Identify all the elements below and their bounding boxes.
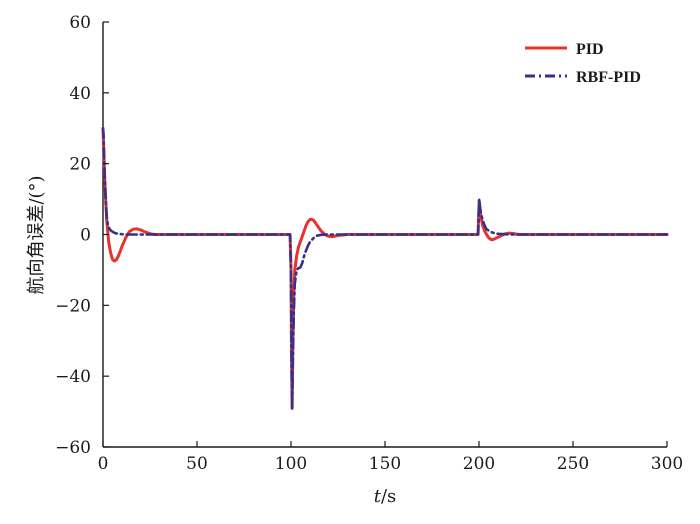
y-tick-label: −60: [55, 438, 91, 458]
x-axis-label: t/s: [374, 486, 397, 507]
x-tick-label: 300: [651, 454, 683, 474]
x-tick-label: 0: [98, 454, 109, 474]
series-layer: [101, 126, 669, 412]
y-tick-label: 20: [69, 155, 91, 175]
x-tick-label: 150: [369, 454, 401, 474]
legend-label-rbf-pid: RBF-PID: [576, 69, 641, 86]
y-tick-label: 0: [80, 226, 91, 246]
legend-label-pid: PID: [576, 41, 604, 58]
x-tick-label: 250: [557, 454, 589, 474]
x-tick-label: 200: [463, 454, 495, 474]
x-tick-label: 50: [186, 454, 208, 474]
y-tick-label: −40: [55, 367, 91, 387]
x-tick-label: 100: [275, 454, 307, 474]
y-tick-label: 40: [69, 84, 91, 104]
y-axis-label: 航向角误差/(°): [26, 175, 47, 294]
axes-layer: 0 50 100 150 200 250 300 −60 −40 −20 0 20 40 60: [55, 13, 683, 474]
series-line-rbf-pid: [101, 126, 669, 412]
series-line-pid: [101, 126, 669, 410]
legend: PID RBF-PID: [525, 41, 641, 86]
y-tick-label: 60: [69, 13, 91, 33]
y-tick-label: −20: [55, 296, 91, 316]
